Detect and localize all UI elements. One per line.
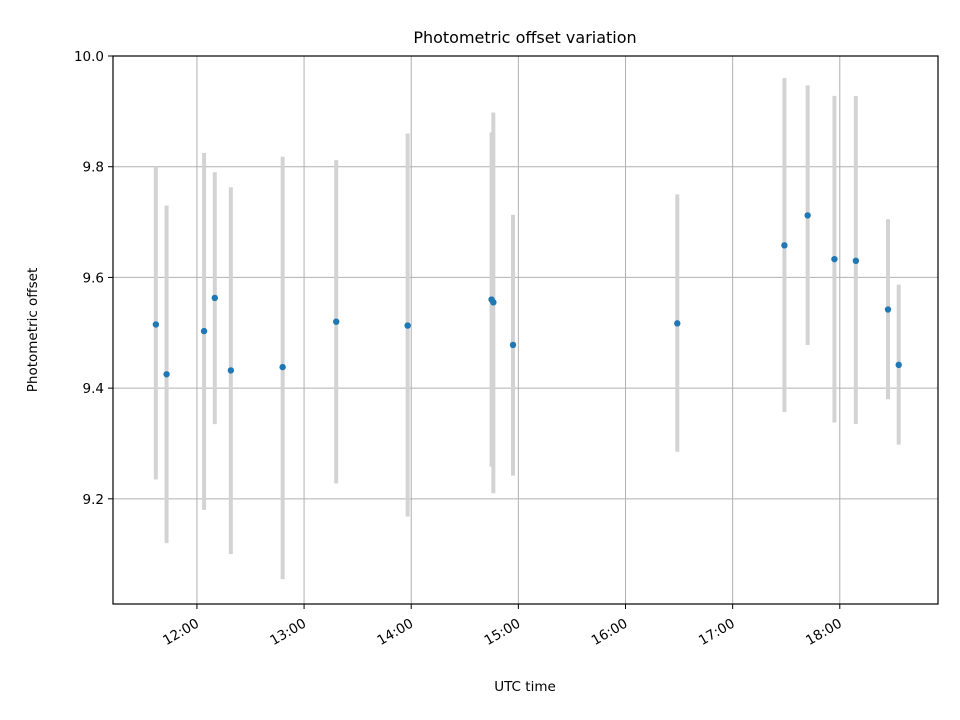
y-tick-label: 9.4 <box>83 381 104 397</box>
data-point <box>831 255 838 263</box>
y-tick-label: 9.8 <box>83 160 104 176</box>
x-tick-label: 14:00 <box>375 616 417 649</box>
y-axis-label: Photometric offset <box>25 268 41 392</box>
data-point <box>404 322 411 329</box>
data-point <box>884 306 892 313</box>
x-tick-label: 15:00 <box>482 616 524 649</box>
data-point <box>152 321 160 328</box>
data-points <box>152 212 902 378</box>
y-tick-label: 9.6 <box>83 270 104 286</box>
data-point <box>804 212 811 219</box>
y-tick-label: 9.2 <box>83 492 104 508</box>
data-point <box>200 327 208 335</box>
data-point <box>674 320 681 327</box>
data-point <box>490 299 497 306</box>
x-tick-label: 12:00 <box>160 616 202 649</box>
y-tick-label: 10.0 <box>74 49 104 65</box>
x-gridlines <box>196 56 841 604</box>
y-gridlines <box>113 55 938 500</box>
x-tick-label: 16:00 <box>589 616 631 649</box>
plot-frame <box>112 55 939 605</box>
x-tick-label: 13:00 <box>267 616 309 649</box>
x-axis-ticks: 12:00 13:00 14:00 15:00 16:00 17:00 18:00 <box>160 604 845 649</box>
x-tick-label: 18:00 <box>803 616 845 649</box>
data-point <box>227 367 235 374</box>
data-point <box>333 318 340 325</box>
data-point <box>163 371 170 378</box>
data-point <box>509 341 517 349</box>
error-bars <box>153 78 901 580</box>
x-tick-label: 17:00 <box>696 616 738 649</box>
data-point <box>852 257 860 265</box>
y-axis-ticks: 9.2 9.4 9.6 9.8 10.0 <box>74 49 113 508</box>
data-point <box>895 361 902 369</box>
data-point <box>279 363 286 371</box>
chart-title: Photometric offset variation <box>413 28 636 47</box>
data-point <box>781 242 788 249</box>
x-axis-label: UTC time <box>494 679 556 695</box>
data-point <box>211 294 218 302</box>
